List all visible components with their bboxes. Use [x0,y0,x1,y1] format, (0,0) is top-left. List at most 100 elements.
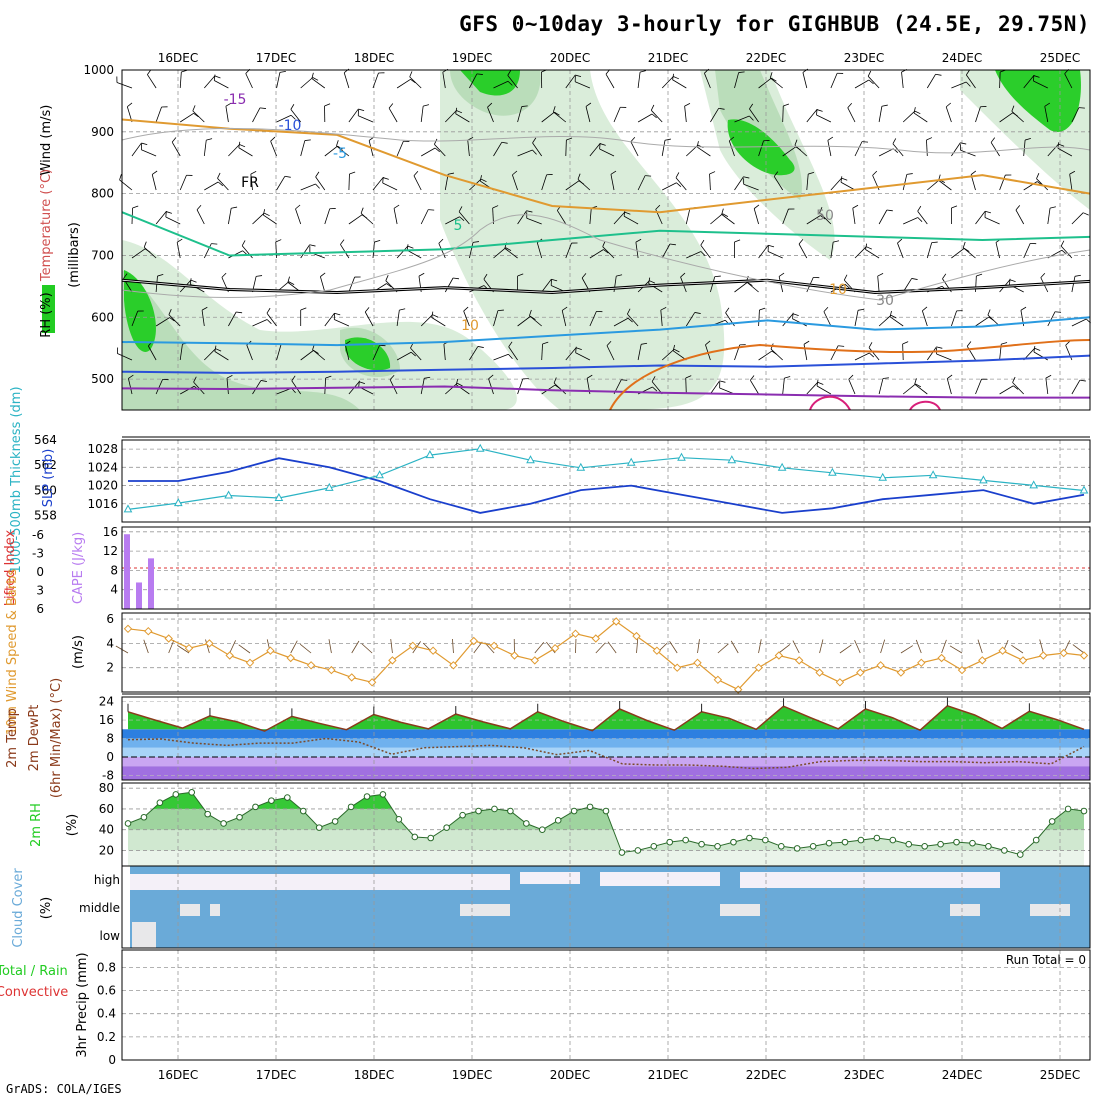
wind-barb [575,352,591,361]
wind-barb [276,114,292,123]
y-tick-label: 0.2 [97,1030,116,1044]
wind-barb-feather [266,319,272,325]
wind-barb [962,247,976,259]
wind-barb-feather [463,306,469,312]
wind-barb [1023,140,1026,157]
wind-barb [902,110,916,123]
wind-speed-point [998,646,1007,655]
wind-barb [536,242,543,259]
wind-barb [987,314,1000,327]
wind-barb [413,175,422,191]
cloud-gap-middle [950,904,980,916]
wind-barb [589,249,604,259]
wind-barb [238,147,253,157]
wind-barb [493,247,507,259]
wind-speed-point [1039,651,1048,660]
wind-speed-point [184,643,194,653]
wind-barb-feather [236,311,243,314]
y-axis-label: (%) [39,897,54,920]
wind-barb [903,217,918,225]
rh-point [1064,805,1072,813]
wind-barb-feather [639,70,646,73]
cloud-gap-middle [1030,904,1070,916]
wind-barb [180,385,195,395]
wind-speed-point [652,646,662,655]
panel-frame [121,865,1091,949]
x-tick-label-bottom: 18DEC [354,1068,394,1082]
wind-barb-feather [488,374,494,380]
wind-barb [660,310,663,327]
contour-label: -10 [279,118,302,134]
wind-barb [798,243,808,259]
y-tick-label: 2 [106,661,114,675]
wind-barb [116,82,133,89]
contour-label: 5 [454,218,463,234]
wind-barb [630,141,639,157]
thickness-point [324,482,334,491]
wind-barb-feather [892,138,897,144]
wind-barb [975,276,977,293]
wind-barb-feather [389,374,395,380]
wind-speed-point [1079,651,1089,660]
wind-barb-feather [792,312,794,319]
wind-barb-feather [819,207,823,213]
rh-point [777,842,785,850]
panel-frame [121,696,1091,781]
wind-barb-feather [1034,347,1041,351]
y-axis-label: Wind (m/s) [39,105,54,176]
rh-point [730,838,737,846]
wind-barb-feather [651,376,656,382]
wind-barb-feather [1040,272,1046,278]
wind-barb [312,349,326,361]
wind-barb-10m [1039,639,1044,654]
wind-barb-10m [730,640,739,654]
wind-barb [119,179,133,191]
wind-barb-feather [526,210,533,213]
wind-barb [517,378,524,395]
wind-barb-feather [434,138,438,145]
wind-barb [782,378,785,395]
wind-barb [266,312,277,327]
wind-barb [710,276,716,293]
wind-barb [203,75,216,89]
wind-barb-feather [1024,137,1031,141]
wind-barb [627,313,639,327]
wind-speed-point [937,653,946,663]
wind-barb [445,110,457,123]
wind-barb [589,208,592,225]
wind-barb [878,314,892,327]
wind-barb [382,182,398,191]
y-tick-label-right: 16 [103,525,118,539]
rh-point [905,840,913,848]
rh-point [140,813,148,821]
wind-barb [773,176,784,191]
wind-barb-feather [966,341,972,347]
isotherm-line [609,339,1091,411]
wind-speed-point [266,646,275,655]
y-axis-label: Convective [0,985,68,1000]
x-tick-label-bottom: 24DEC [942,1068,982,1082]
rh-point [459,811,466,819]
wind-barb-feather [418,272,425,277]
wind-barb-feather [264,212,270,217]
wind-barb [1044,106,1049,123]
wind-barb [565,347,577,361]
x-tick-label-bottom: 20DEC [550,1068,590,1082]
wind-barb-10m [1011,644,1024,654]
wind-barb [541,111,555,123]
wind-barb [147,74,157,89]
wind-barb-feather [434,147,440,153]
wind-barb-feather [169,317,175,322]
wind-barb [364,311,374,327]
wind-barb [131,248,146,259]
wind-barb [610,174,615,191]
wind-barb-10m [949,645,963,654]
wind-barb [990,142,1000,157]
wind-barb [228,311,237,327]
rh-point [1032,836,1040,844]
rh-point [172,791,180,798]
wind-barb [487,107,494,123]
temp-band [122,756,1090,767]
wind-barb-feather [935,73,942,76]
x-tick-label-top: 21DEC [648,51,688,65]
